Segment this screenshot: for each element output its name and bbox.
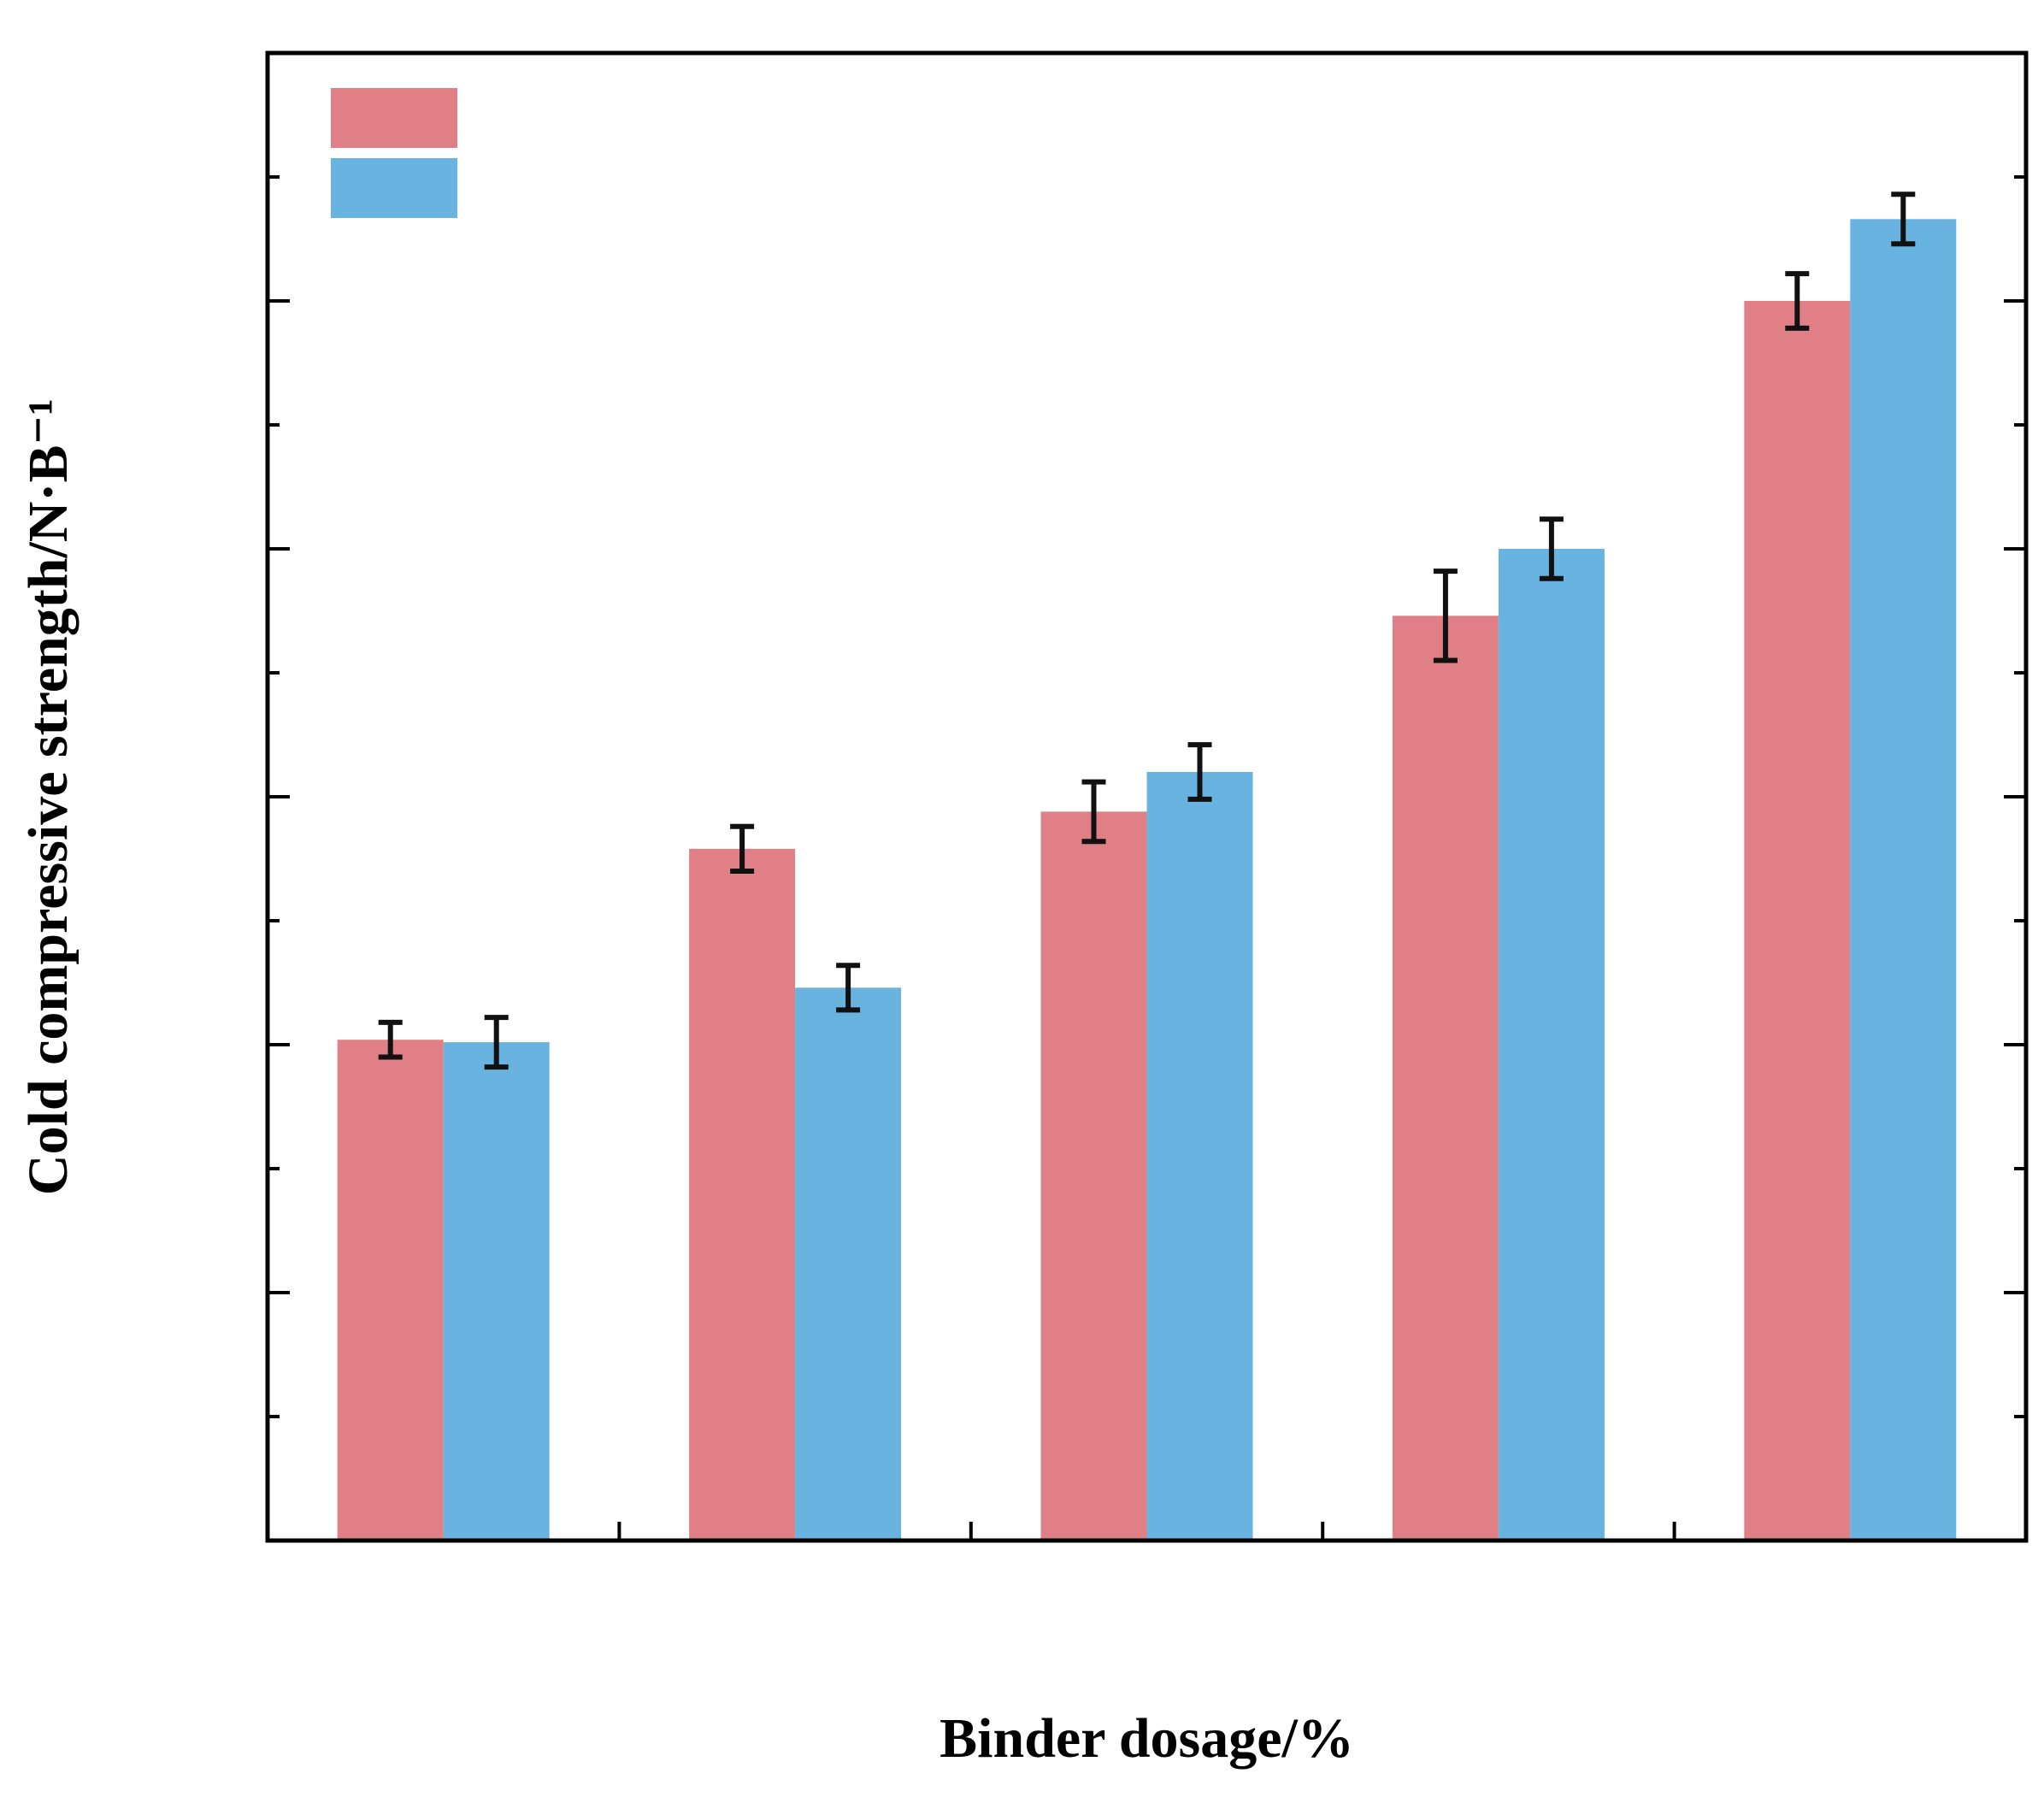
axis-layer <box>268 51 2026 1542</box>
error-bars-layer <box>378 191 1916 1070</box>
bars-layer <box>337 219 1957 1541</box>
bar <box>1040 811 1147 1541</box>
y-axis-title: Cold compressive strength/N·B⁻¹ <box>17 398 80 1195</box>
bar <box>337 1040 444 1541</box>
legend <box>331 88 457 218</box>
bar <box>1146 772 1253 1541</box>
x-axis-title: Binder dosage/% <box>940 1707 1354 1770</box>
legend-swatch <box>331 158 457 218</box>
bar <box>1744 301 1851 1541</box>
legend-swatch <box>331 88 457 148</box>
bar <box>795 987 902 1541</box>
bar <box>443 1042 550 1541</box>
bar <box>689 848 796 1541</box>
bar <box>1392 616 1499 1541</box>
bar <box>1850 219 1957 1541</box>
bar <box>1498 549 1605 1541</box>
